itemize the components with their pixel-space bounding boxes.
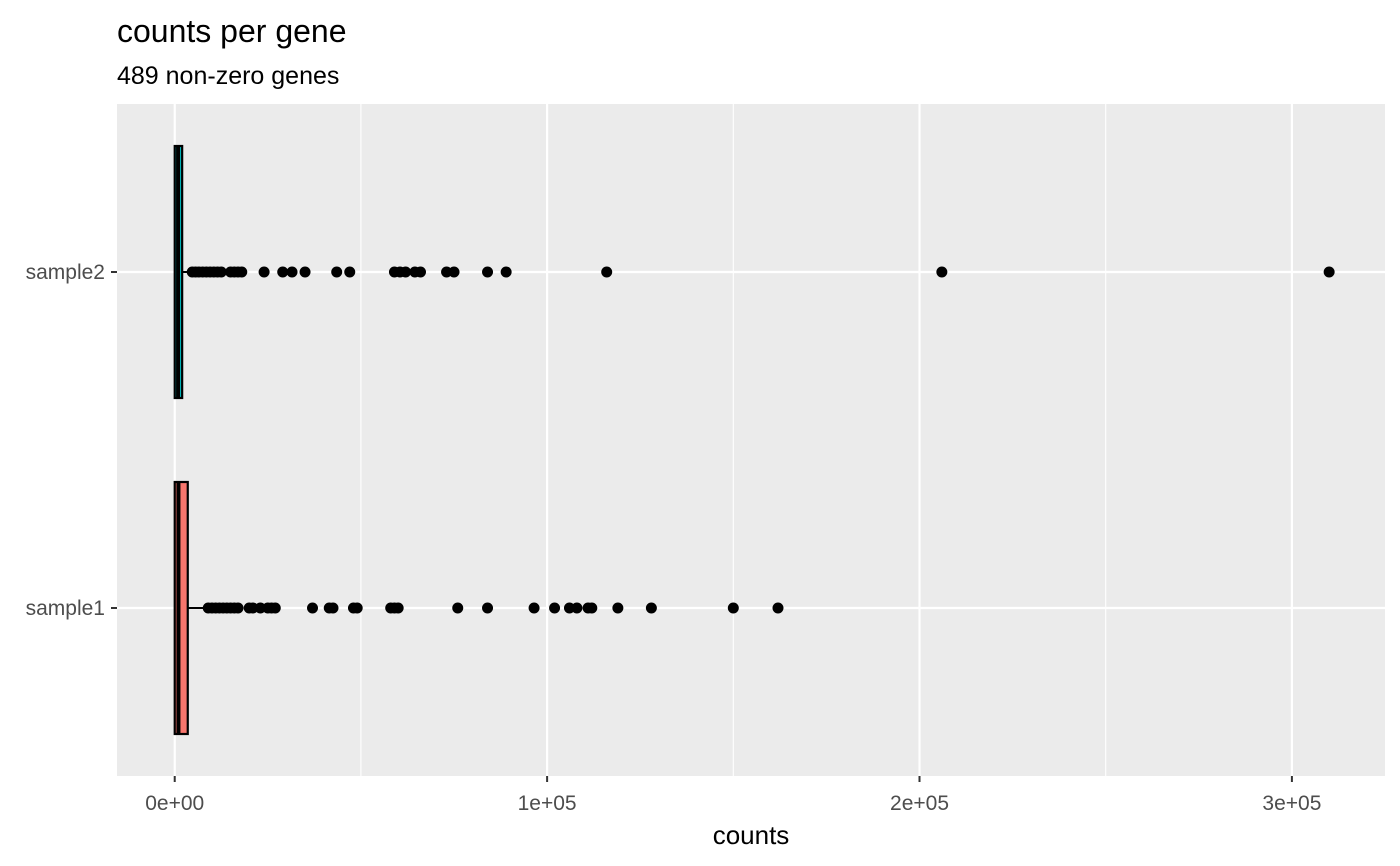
outlier-point [344, 266, 356, 278]
outlier-point [500, 266, 512, 278]
box-layer [173, 144, 208, 736]
outlier-point [528, 602, 540, 614]
y-tick-label-sample2: sample2 [26, 261, 105, 284]
y-tick-label-sample1: sample1 [26, 597, 105, 620]
outlier-point [277, 266, 289, 278]
outlier-point [601, 266, 613, 278]
outlier-point [392, 602, 404, 614]
outlier-point [448, 266, 460, 278]
outlier-point [571, 602, 583, 614]
outlier-point [549, 602, 561, 614]
axes-layer: 0e+00 1e+05 2e+05 3e+05 sample1 sample2 [26, 261, 1322, 815]
outlier-point [936, 266, 948, 278]
outlier-point [400, 266, 412, 278]
x-axis-title: counts [713, 820, 790, 850]
chart-title: counts per gene [117, 13, 347, 49]
outlier-point [612, 602, 624, 614]
outlier-point [727, 602, 739, 614]
outlier-point [482, 602, 494, 614]
x-tick-label: 1e+05 [518, 792, 577, 815]
outlier-point [482, 266, 494, 278]
outlier-point [258, 266, 270, 278]
plot-panel [117, 104, 1385, 776]
outlier-point [327, 602, 339, 614]
x-tick-label: 0e+00 [145, 792, 204, 815]
outlier-point [299, 266, 311, 278]
outlier-point [772, 602, 784, 614]
outlier-point [236, 266, 248, 278]
outlier-points-layer [186, 266, 1335, 614]
outlier-point [232, 602, 244, 614]
outlier-point [307, 602, 319, 614]
outlier-point [1323, 266, 1335, 278]
outlier-point [586, 602, 598, 614]
outlier-point [331, 266, 343, 278]
outlier-point [452, 602, 464, 614]
outlier-point [269, 602, 281, 614]
outlier-point [351, 602, 363, 614]
chart-subtitle: 489 non-zero genes [117, 62, 339, 90]
x-tick-label: 3e+05 [1262, 792, 1321, 815]
outlier-point [215, 266, 227, 278]
outlier-point [286, 266, 298, 278]
x-tick-label: 2e+05 [890, 792, 949, 815]
outlier-point [645, 602, 657, 614]
outlier-point [415, 266, 427, 278]
